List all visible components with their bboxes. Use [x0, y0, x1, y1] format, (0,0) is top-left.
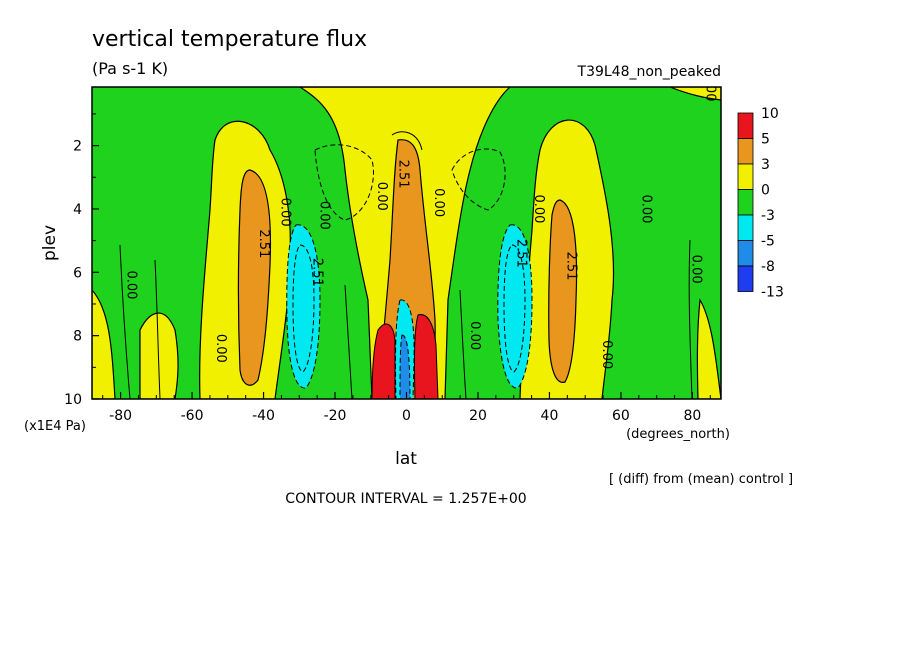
x-tick-label: 80 — [683, 408, 701, 424]
contour-label: 0.00 — [638, 194, 653, 223]
contour-label: 2.51 — [563, 251, 578, 280]
contour-label: 0.00 — [431, 188, 446, 217]
contour-line-5 — [459, 289, 467, 399]
colorbar-label: -8 — [761, 259, 775, 275]
x-units-label: (degrees_north) — [626, 427, 730, 442]
contour-label: 0.00 — [599, 340, 614, 369]
x-tick-label: -40 — [252, 408, 275, 424]
y-tick-label: 8 — [73, 329, 82, 345]
colorbar-label: 3 — [761, 157, 770, 173]
contour-line-2 — [119, 244, 131, 399]
contour-label: 0.00 — [277, 198, 292, 227]
contour-label: 0.00 — [531, 194, 546, 223]
contour-label: 2.51 — [513, 239, 528, 268]
y-units-label: (x1E4 Pa) — [24, 419, 86, 434]
contour-label: 0.00 — [317, 201, 332, 230]
colorbar-swatch — [737, 189, 754, 216]
contour-line-3 — [154, 259, 161, 399]
south-orange-core — [237, 169, 272, 386]
colorbar-swatch — [737, 112, 754, 139]
x-axis: -80 -60 -40 -20 0 20 40 60 80 — [102, 392, 711, 424]
contour-field: 0.00 2.51 0.00 0.00 0.00 0.00 0.00 0.00 2.51 2.51… — [92, 73, 721, 399]
red-core-south — [371, 323, 396, 399]
x-tick-label: -20 — [324, 408, 347, 424]
contour-line-6 — [344, 284, 353, 399]
colorbar-swatch — [737, 163, 754, 190]
chart-title: vertical temperature flux — [92, 27, 367, 52]
run-label: T39L48_non_peaked — [577, 64, 721, 80]
y-tick-label: 10 — [64, 392, 82, 408]
top-right-yellow — [669, 87, 721, 101]
colorbar-label: -3 — [761, 208, 775, 224]
north-dashed-contour-inner — [503, 244, 526, 373]
south-midlat-yellow-lower — [139, 312, 179, 399]
y-tick-label: 2 — [73, 139, 82, 155]
contour-interval: CONTOUR INTERVAL = 1.257E+00 — [285, 491, 526, 507]
solid-contour-lines — [119, 131, 693, 399]
colorbar-label: 0 — [761, 183, 770, 199]
y-axis-label: plev — [40, 225, 60, 261]
south-dashed-contour-upper — [314, 144, 374, 221]
x-tick-label: -60 — [181, 408, 204, 424]
x-tick-label: 40 — [541, 408, 559, 424]
colorbar-swatch — [737, 138, 754, 165]
colorbar-swatch — [737, 240, 754, 267]
negative-regions — [286, 144, 533, 399]
contour-label: 0.00 — [124, 270, 139, 299]
x-tick-label: 20 — [469, 408, 487, 424]
contour-line-4 — [688, 239, 693, 399]
north-polar-yellow-streak — [696, 298, 721, 399]
contour-label: 0.00 — [467, 321, 482, 350]
contour-label: 0.00 — [703, 73, 718, 102]
contour-label: 0.00 — [213, 334, 228, 363]
footer-note: [ (diff) from (mean) control ] — [609, 472, 793, 487]
chart-subtitle: (Pa s-1 K) — [92, 59, 168, 78]
y-tick-label: 4 — [73, 202, 82, 218]
equator-blue-core — [399, 334, 411, 399]
colorbar-label: -13 — [761, 285, 784, 301]
contour-label: 0.00 — [374, 182, 389, 211]
colorbar-label: 10 — [761, 106, 779, 122]
x-tick-label: 0 — [402, 408, 411, 424]
colorbar-label: -5 — [761, 234, 775, 250]
north-orange-core — [548, 199, 578, 383]
south-cyan-minimum — [286, 224, 321, 389]
contour-label: 2.51 — [310, 258, 325, 287]
y-axis: 2 4 6 8 10 — [64, 113, 99, 408]
x-tick-label: -80 — [109, 408, 132, 424]
y-tick-label: 6 — [73, 265, 82, 281]
contour-label: 0.00 — [688, 255, 703, 284]
contour-line-1 — [391, 131, 423, 151]
red-core-north — [413, 314, 439, 399]
north-dashed-contour-upper — [451, 148, 506, 211]
contour-labels: 0.00 2.51 0.00 0.00 0.00 0.00 0.00 0.00 2.51 2.51… — [124, 73, 718, 369]
colorbar-swatch — [737, 265, 754, 292]
x-tick-label: 60 — [612, 408, 630, 424]
contour-label: 2.51 — [395, 160, 410, 189]
south-dashed-contour-inner — [292, 244, 315, 373]
colorbar-label: 5 — [761, 132, 770, 148]
x-axis-label: lat — [395, 449, 417, 469]
colorbar: 10 5 3 0 -3 -5 -8 -13 — [737, 106, 784, 301]
red-regions — [371, 314, 439, 399]
colorbar-swatch — [737, 214, 754, 241]
north-cyan-minimum — [497, 224, 533, 389]
contour-label: 2.51 — [256, 229, 271, 258]
